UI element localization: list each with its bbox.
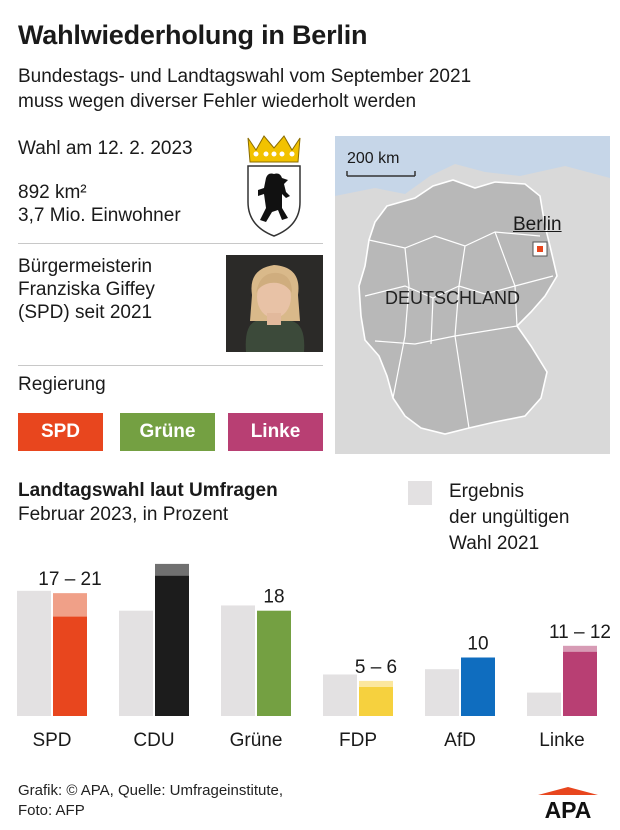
- legend-swatch: [408, 481, 432, 505]
- category-label: Linke: [539, 730, 584, 751]
- coalition-party-gruene: Grüne: [120, 413, 215, 451]
- poll-low-bar: [359, 686, 393, 716]
- poll-value-label: 10: [467, 634, 488, 655]
- result-2021-bar: [425, 669, 459, 716]
- government-label: Regierung: [18, 374, 106, 395]
- subtitle-line-2: muss wegen diverser Fehler wiederholt we…: [18, 91, 417, 112]
- poll-range-bar: [53, 593, 87, 617]
- legend-line-1: Ergebnis: [449, 481, 524, 502]
- coalition-party-spd: SPD: [18, 413, 103, 451]
- category-label: AfD: [444, 730, 476, 751]
- berlin-coat-of-arms-icon: [247, 135, 301, 237]
- legend-label: Ergebnis der ungültigen Wahl 2021: [449, 479, 569, 557]
- poll-low-bar: [53, 616, 87, 716]
- apa-logo-text: APA: [545, 797, 592, 821]
- mayor-info: Bürgermeisterin Franziska Giffey (SPD) s…: [18, 255, 155, 324]
- divider: [18, 365, 323, 366]
- legend-line-2: der ungültigen: [449, 507, 570, 528]
- page-title: Wahlwiederholung in Berlin: [18, 20, 368, 50]
- mayor-line-2: Franziska Giffey: [18, 279, 155, 300]
- mayor-line-3: (SPD) seit 2021: [18, 302, 153, 323]
- poll-range-bar: [563, 645, 597, 652]
- chart-title: Landtagswahl laut Umfragen: [18, 480, 278, 501]
- result-2021-bar: [323, 674, 357, 716]
- area-text: 892 km²: [18, 182, 87, 203]
- result-2021-bar: [221, 605, 255, 716]
- chart-subtitle: Februar 2023, in Prozent: [18, 504, 229, 525]
- poll-value-label: 11 – 12: [549, 622, 611, 643]
- population-text: 3,7 Mio. Einwohner: [18, 205, 181, 226]
- poll-low-bar: [257, 610, 291, 716]
- election-date: Wahl am 12. 2. 2023: [18, 138, 193, 159]
- poll-low-bar: [461, 657, 495, 716]
- page-subtitle: Bundestags- und Landtagswahl vom Septemb…: [18, 64, 471, 114]
- poll-value-label: 17 – 21: [38, 569, 101, 590]
- poll-range-bar: [155, 563, 189, 576]
- result-2021-bar: [119, 610, 153, 716]
- mayor-photo: [226, 255, 323, 352]
- source-line-1: Grafik: © APA, Quelle: Umfrageinstitute,: [18, 782, 284, 799]
- category-label: FDP: [339, 730, 377, 751]
- map-scale-label: 200 km: [347, 150, 400, 167]
- result-2021-bar: [527, 692, 561, 716]
- source-line-2: Foto: AFP: [18, 802, 85, 819]
- poll-value-label: 24 – 26: [140, 560, 203, 561]
- poll-low-bar: [563, 651, 597, 716]
- germany-map: 200 km Berlin DEUTSCHLAND: [335, 136, 610, 454]
- map-city-label: Berlin: [513, 214, 562, 235]
- legend-line-3: Wahl 2021: [449, 533, 540, 554]
- apa-logo: APA: [538, 787, 598, 821]
- poll-bar-chart: 17 – 21 SPD 24 – 26 CDU 18 Grüne 5 – 6 FDP 10 AfD…: [17, 560, 611, 751]
- divider: [18, 243, 323, 244]
- category-label: SPD: [32, 730, 71, 751]
- subtitle-line-1: Bundestags- und Landtagswahl vom Septemb…: [18, 66, 472, 87]
- poll-value-label: 18: [263, 587, 284, 608]
- map-country-label: DEUTSCHLAND: [385, 288, 521, 308]
- source-note: Grafik: © APA, Quelle: Umfrageinstitute,…: [18, 781, 283, 821]
- result-2021-bar: [17, 590, 51, 716]
- mayor-line-1: Bürgermeisterin: [18, 256, 153, 277]
- poll-low-bar: [155, 575, 189, 716]
- facts: 892 km² 3,7 Mio. Einwohner: [18, 181, 181, 227]
- poll-range-bar: [359, 680, 393, 687]
- poll-value-label: 5 – 6: [355, 657, 397, 678]
- coalition-party-linke: Linke: [228, 413, 323, 451]
- category-label: Grüne: [230, 730, 283, 751]
- category-label: CDU: [133, 730, 174, 751]
